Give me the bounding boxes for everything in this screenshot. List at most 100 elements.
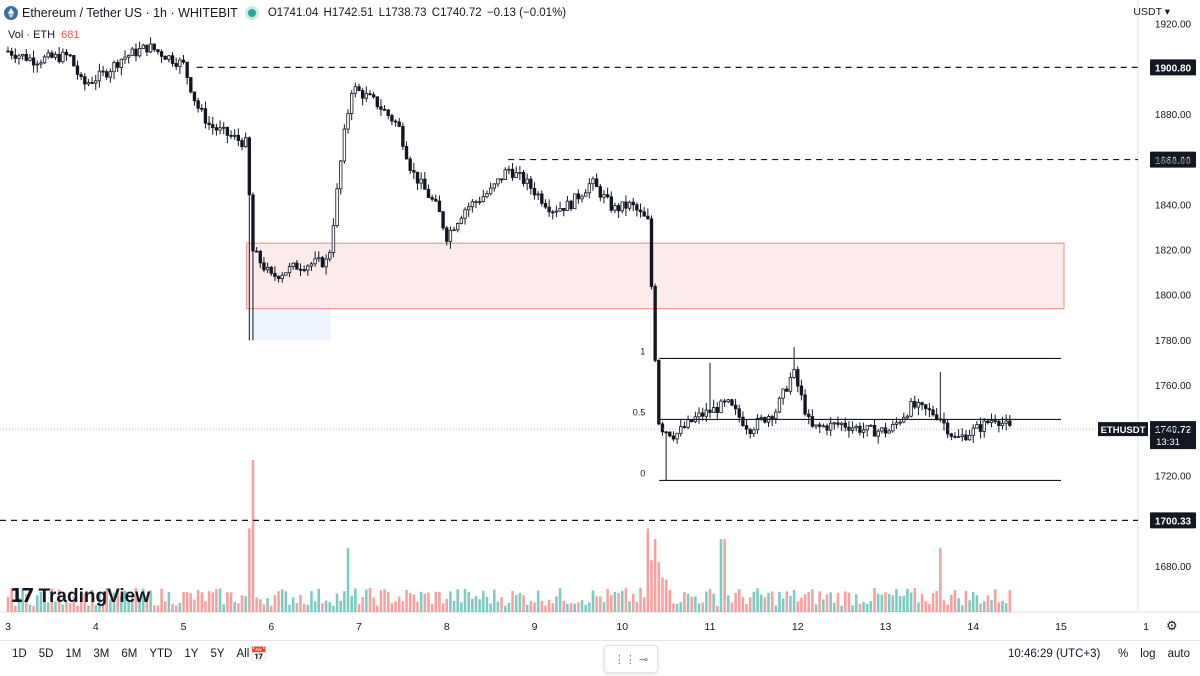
- candle-body: [679, 426, 683, 434]
- volume-bar: [858, 603, 862, 612]
- volume-bar: [262, 604, 266, 612]
- candle-body: [218, 127, 222, 131]
- candle-body: [960, 434, 964, 438]
- candle-body: [152, 43, 156, 51]
- candle-body: [594, 178, 599, 188]
- volume-bar: [266, 598, 269, 612]
- volume-bar: [653, 539, 657, 612]
- candle-body: [605, 194, 610, 198]
- candle-body: [642, 211, 646, 217]
- volume-bar: [65, 601, 68, 612]
- volume-bar: [467, 591, 470, 612]
- candle-body: [748, 428, 752, 434]
- volume-bar: [613, 591, 617, 612]
- range-button-5d[interactable]: 5D: [38, 648, 54, 660]
- volume-bar: [430, 603, 434, 612]
- range-button-1d[interactable]: 1D: [12, 648, 27, 660]
- volume-bar: [719, 539, 723, 612]
- candle-body: [719, 400, 723, 414]
- candle-body: [971, 427, 975, 436]
- candle-body: [788, 377, 793, 392]
- volume-bar: [149, 590, 152, 612]
- ticker-label: ETHUSDT: [1101, 425, 1146, 436]
- candle-body: [57, 53, 61, 63]
- scale-option-auto[interactable]: auto: [1167, 648, 1190, 660]
- candle-body: [883, 427, 888, 434]
- volume-bar: [814, 604, 818, 612]
- volume-bar: [887, 593, 891, 612]
- volume-bar: [759, 594, 763, 612]
- volume-bar: [865, 603, 869, 612]
- candle-body: [364, 93, 368, 99]
- volume-bar: [163, 601, 167, 612]
- candle-body: [284, 272, 288, 276]
- clock-readout[interactable]: 10:46:29 (UTC+3): [1008, 648, 1101, 660]
- scale-option-percent[interactable]: %: [1118, 648, 1129, 660]
- volume-bar: [800, 597, 803, 612]
- toolbar-handle[interactable]: ⋮⋮ ⊸: [604, 645, 658, 673]
- candle-body: [664, 431, 668, 434]
- candle-body: [211, 124, 215, 129]
- range-button-all[interactable]: All: [236, 648, 250, 660]
- candle-body: [404, 145, 409, 160]
- volume-bar: [624, 588, 628, 612]
- volume-bar: [365, 589, 368, 612]
- candle-body: [207, 122, 211, 125]
- level-price-label-bg: [1150, 151, 1196, 168]
- tradingview-logo[interactable]: 𝟭𝟳 TradingView: [10, 585, 150, 608]
- candle-body: [412, 170, 416, 173]
- volume-bar: [686, 593, 690, 612]
- candle-body: [905, 415, 910, 419]
- candle-body: [6, 50, 10, 53]
- volume-bar: [650, 560, 653, 612]
- volume-bar: [408, 592, 412, 612]
- candle-body: [20, 53, 25, 57]
- candle-body: [116, 62, 120, 68]
- candle-body: [920, 402, 924, 406]
- market-status-icon: [247, 9, 256, 17]
- candle-body: [847, 426, 851, 431]
- range-button-1y[interactable]: 1Y: [184, 648, 199, 660]
- range-button-3m[interactable]: 3M: [93, 648, 110, 660]
- price-chart[interactable]: 1900.80 1860.00 1700.33 1 0.5 0 ETHUSDT 1740.72…: [0, 0, 1200, 640]
- volume-bar: [423, 593, 427, 612]
- volume-bar: [822, 599, 825, 612]
- volume-bar: [657, 562, 661, 612]
- candle-body: [964, 434, 968, 441]
- range-button-1m[interactable]: 1M: [65, 648, 82, 660]
- volume-bar: [189, 593, 193, 612]
- candle-body: [785, 388, 789, 392]
- volume-bar: [566, 603, 569, 612]
- volume-bar: [449, 591, 452, 612]
- volume-value: 681: [61, 29, 80, 41]
- candle-body: [774, 411, 778, 419]
- candle-body: [353, 86, 358, 94]
- range-button-ytd[interactable]: YTD: [149, 648, 173, 660]
- candle-body: [591, 178, 595, 185]
- volume-bar: [708, 588, 712, 612]
- volume-bar: [489, 603, 492, 612]
- scale-option-log[interactable]: log: [1140, 648, 1156, 660]
- volume-bar: [756, 588, 759, 612]
- volume-bar: [269, 605, 273, 612]
- range-button-6m[interactable]: 6M: [121, 648, 138, 660]
- volume-bar: [215, 589, 218, 612]
- candle-body: [803, 394, 807, 415]
- volume-bar: [105, 588, 108, 612]
- candle-body: [573, 193, 577, 210]
- goto-date-icon[interactable]: 📅: [250, 646, 268, 662]
- y-tick-label: 1720.00: [1155, 471, 1192, 482]
- candle-body: [854, 425, 858, 429]
- currency-selector[interactable]: USDT ▾: [1133, 6, 1170, 18]
- volume-legend[interactable]: Vol · ETH 681: [8, 29, 79, 41]
- volume-bar: [617, 593, 620, 612]
- settings-gear-icon[interactable]: ⚙: [1166, 618, 1178, 633]
- volume-bar: [971, 591, 975, 612]
- candle-body: [243, 137, 248, 148]
- symbol-title[interactable]: Ethereum / Tether US · 1h · WHITEBIT: [22, 6, 238, 20]
- volume-bar: [324, 600, 328, 612]
- range-button-5y[interactable]: 5Y: [210, 648, 225, 660]
- candle-body: [638, 209, 643, 213]
- candle-body: [145, 44, 149, 53]
- volume-bar: [774, 605, 778, 612]
